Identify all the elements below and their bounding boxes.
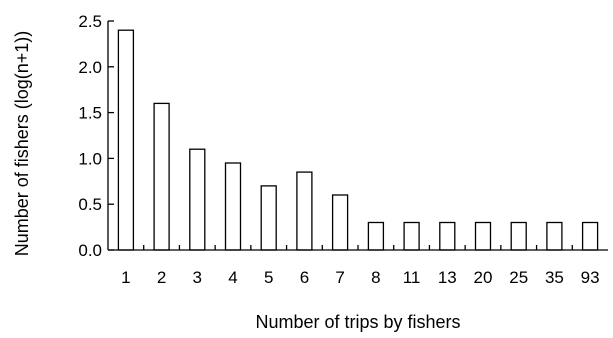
x-tick-label-25: 25 bbox=[509, 268, 528, 287]
bar-13 bbox=[439, 221, 456, 251]
y-axis-title: Number of fishers (log(n+1)) bbox=[12, 31, 32, 257]
bar-3 bbox=[189, 148, 206, 251]
x-tick-label-5: 5 bbox=[264, 268, 273, 287]
x-tick-label-4: 4 bbox=[228, 268, 237, 287]
x-tick-label-7: 7 bbox=[335, 268, 344, 287]
x-tick-label-93: 93 bbox=[581, 268, 600, 287]
x-tick-label-3: 3 bbox=[193, 268, 202, 287]
axes-group bbox=[107, 20, 608, 251]
y-tick-labels: 0.0 0.5 1.0 1.5 2.0 2.5 bbox=[78, 12, 102, 260]
x-tick-label-6: 6 bbox=[300, 268, 309, 287]
y-tick-label-2.5: 2.5 bbox=[78, 12, 102, 31]
y-tick-label-1.0: 1.0 bbox=[78, 149, 102, 168]
x-tick-label-35: 35 bbox=[545, 268, 564, 287]
x-tick-labels: 1 2 3 4 5 6 7 8 11 13 20 25 35 93 bbox=[121, 268, 599, 287]
bar-20 bbox=[474, 221, 492, 251]
bar-2 bbox=[153, 102, 170, 251]
y-tick-label-0.0: 0.0 bbox=[78, 241, 102, 260]
bar-35 bbox=[546, 221, 563, 251]
x-axis-title: Number of trips by fishers bbox=[255, 312, 460, 332]
bar-8 bbox=[367, 221, 385, 251]
y-tick-label-2.0: 2.0 bbox=[78, 58, 102, 77]
bar-25 bbox=[510, 221, 527, 251]
x-tick-label-1: 1 bbox=[121, 268, 130, 287]
bar-93 bbox=[581, 221, 599, 251]
bar-7 bbox=[331, 194, 349, 251]
x-tick-label-2: 2 bbox=[157, 268, 166, 287]
bars-group bbox=[117, 29, 599, 251]
y-tick-label-0.5: 0.5 bbox=[78, 195, 102, 214]
y-tick-label-1.5: 1.5 bbox=[78, 104, 102, 123]
x-tick-label-20: 20 bbox=[474, 268, 493, 287]
x-tick-label-11: 11 bbox=[403, 268, 421, 287]
x-tick-label-8: 8 bbox=[371, 268, 380, 287]
x-tick-label-13: 13 bbox=[438, 268, 457, 287]
bar-1 bbox=[117, 29, 135, 251]
bar-11 bbox=[403, 221, 420, 251]
bar-4 bbox=[224, 162, 242, 251]
bar-6 bbox=[296, 171, 313, 251]
bar-5 bbox=[260, 185, 277, 251]
